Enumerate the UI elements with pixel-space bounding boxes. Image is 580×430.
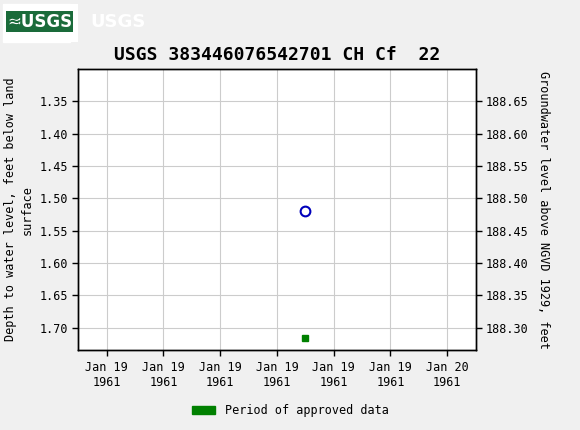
Title: USGS 383446076542701 CH Cf  22: USGS 383446076542701 CH Cf 22 (114, 46, 440, 64)
Bar (3, 3, 78, 42)
Bar (3, 3, 70, 42)
Y-axis label: Depth to water level, feet below land
surface: Depth to water level, feet below land su… (4, 78, 34, 341)
Text: ≈USGS: ≈USGS (7, 12, 72, 31)
Legend: Period of approved data: Period of approved data (187, 399, 393, 422)
Text: ≋: ≋ (7, 14, 20, 29)
Text: USGS: USGS (90, 12, 145, 31)
Y-axis label: Groundwater level above NGVD 1929, feet: Groundwater level above NGVD 1929, feet (537, 71, 550, 349)
